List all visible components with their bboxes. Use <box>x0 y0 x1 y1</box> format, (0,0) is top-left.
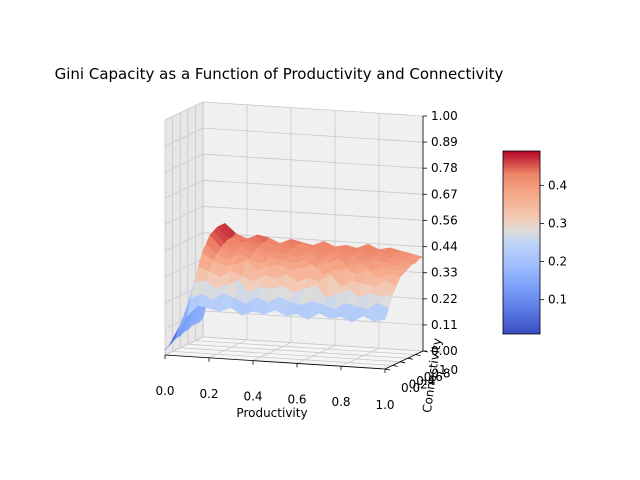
y-tick-label: 0.8 <box>431 367 450 381</box>
x-tick-label: 1.0 <box>375 398 394 412</box>
y-tick-label: 0.4 <box>416 374 435 388</box>
z-tick-label: 1.00 <box>431 109 458 123</box>
y-tick-label: 0.6 <box>424 370 443 384</box>
x-axis-label: Productivity <box>236 406 307 420</box>
colorbar-ticks: 0.1 0.2 0.3 0.4 <box>540 178 567 307</box>
grid-z-7 <box>164 153 424 173</box>
surface-patch <box>373 302 390 322</box>
colorbar-gradient <box>502 150 541 335</box>
y-tick-labels: 0.00.20.40.60.81.0 <box>401 363 458 395</box>
x-tick-label: 0.2 <box>199 387 218 401</box>
grid-z-5 <box>164 205 424 225</box>
z-tick-label: 0.78 <box>431 161 458 175</box>
y-tick-mark <box>415 354 421 356</box>
y-tick-label: 0.2 <box>409 377 428 391</box>
colorbar-tick-label: 0.3 <box>548 216 567 230</box>
chart-title: Gini Capacity as a Function of Productiv… <box>55 65 504 83</box>
colorbar: 0.1 0.2 0.3 0.4 <box>502 150 567 335</box>
x-tick-label: 0.8 <box>331 395 350 409</box>
x-tick-label: 0.4 <box>243 390 262 404</box>
z-tick-label: 0.22 <box>431 292 458 306</box>
y-tick-mark <box>407 357 413 360</box>
grid-z-9 <box>164 101 424 121</box>
z-tick-labels: 0.00 0.11 0.22 0.33 0.44 0.56 0.67 0.78 0.89 1.00 <box>431 109 458 358</box>
pane-floor <box>165 337 423 369</box>
z-tick-label: 0.67 <box>431 187 458 201</box>
colorbar-tick-label: 0.1 <box>548 293 567 307</box>
y-tick-mark <box>384 368 391 371</box>
y-tick-mark <box>392 365 398 367</box>
y-axis-line <box>384 350 424 370</box>
y-tick-mark <box>400 361 406 364</box>
z-tick-label: 0.00 <box>431 344 458 358</box>
z-tick-label: 0.44 <box>431 240 458 254</box>
surface-plot <box>164 222 424 351</box>
x-axis-line <box>164 354 386 370</box>
z-tick-label: 0.11 <box>431 318 458 332</box>
y-tick-label: 1.0 <box>439 363 458 377</box>
colorbar-tick-label: 0.2 <box>548 255 567 269</box>
grid-z-8 <box>164 127 424 147</box>
x-tick-labels: 0.0 0.2 0.4 0.6 0.8 1.0 <box>155 384 394 412</box>
y-tick-label: 0.0 <box>401 381 420 395</box>
axes-panes <box>165 102 423 369</box>
grid-z-4 <box>164 232 424 252</box>
grid-z-6 <box>164 179 424 199</box>
x-tick-label: 0.6 <box>287 392 306 406</box>
x-tick-label: 0.0 <box>155 384 174 398</box>
z-tick-label: 0.56 <box>431 213 458 227</box>
z-tick-label: 0.89 <box>431 135 458 149</box>
grid-z-0 <box>164 336 424 356</box>
colorbar-tick-label: 0.4 <box>548 178 567 192</box>
z-tick-label: 0.33 <box>431 266 458 280</box>
axes-lines <box>164 115 429 373</box>
